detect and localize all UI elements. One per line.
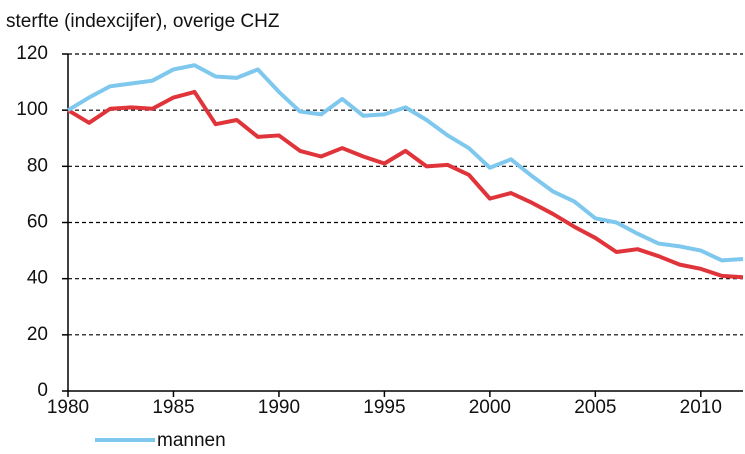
- series-line: [66, 63, 744, 263]
- x-tick-label: 1995: [363, 397, 405, 418]
- x-tick-label: 2010: [680, 397, 722, 418]
- y-tick-label: 80: [27, 155, 48, 176]
- y-tick-label: 40: [27, 268, 48, 289]
- y-tick-label: 0: [37, 380, 48, 401]
- x-tick-label: 1980: [47, 397, 89, 418]
- x-tick-label: 2005: [574, 397, 616, 418]
- x-tick-label: 2000: [469, 397, 511, 418]
- y-tick-label: 120: [16, 43, 48, 64]
- x-tick-label: 1985: [152, 397, 194, 418]
- chart-title: sterfte (indexcijfer), overige CHZ: [6, 11, 280, 32]
- y-tick-label: 100: [16, 99, 48, 120]
- series-line: [66, 89, 744, 280]
- legend-label: mannen: [157, 430, 226, 451]
- y-tick-label: 60: [27, 212, 48, 233]
- y-tick-label: 20: [27, 324, 48, 345]
- x-tick-label: 1990: [258, 397, 300, 418]
